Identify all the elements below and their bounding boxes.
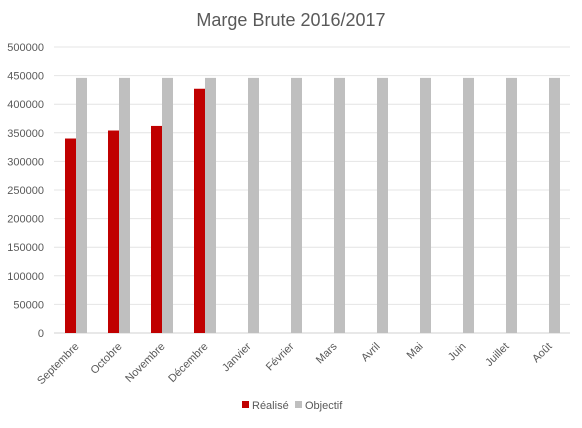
bar-objectif xyxy=(248,77,259,333)
bar-objectif xyxy=(76,77,87,333)
y-tick-label: 350000 xyxy=(7,128,44,140)
y-tick-label: 150000 xyxy=(7,242,44,254)
legend-swatch xyxy=(242,401,249,408)
y-tick-label: 200000 xyxy=(7,214,44,226)
bar-objectif xyxy=(506,77,517,333)
bar-objectif xyxy=(549,77,560,333)
bar-objectif xyxy=(205,77,216,333)
y-tick-label: 400000 xyxy=(7,99,44,111)
x-tick-label: Février xyxy=(264,340,297,373)
legend-swatch xyxy=(295,401,302,408)
x-tick-label: Mai xyxy=(405,341,426,362)
y-axis-ticks: 0 50000 100000 150000 200000 250000 300000 3500… xyxy=(7,42,44,340)
bar-realise xyxy=(194,88,205,333)
legend-label: Réalisé xyxy=(252,400,289,412)
x-tick-label: Septembre xyxy=(35,341,82,388)
x-tick-label: Mars xyxy=(314,340,340,366)
y-tick-label: 50000 xyxy=(13,299,44,311)
y-tick-label: 250000 xyxy=(7,185,44,197)
gridlines xyxy=(54,46,570,334)
chart-title: Marge Brute 2016/2017 xyxy=(196,10,385,30)
bar-objectif xyxy=(334,77,345,333)
bar-objectif xyxy=(463,77,474,333)
y-tick-label: 100000 xyxy=(7,271,44,283)
x-tick-label: Décembre xyxy=(166,341,210,385)
y-tick-label: 300000 xyxy=(7,156,44,168)
y-tick-label: 450000 xyxy=(7,71,44,83)
x-tick-label: Juillet xyxy=(483,341,511,369)
x-tick-label: Novembre xyxy=(123,341,167,385)
bar-objectif xyxy=(162,77,173,333)
bar-realise xyxy=(151,125,162,333)
x-tick-label: Octobre xyxy=(88,341,124,377)
bar-objectif xyxy=(291,77,302,333)
bar-realise xyxy=(65,138,76,333)
bar-objectif xyxy=(420,77,431,333)
legend: Réalisé Objectif xyxy=(242,400,343,412)
x-tick-label: Août xyxy=(530,341,554,365)
bar-objectif xyxy=(119,77,130,333)
x-tick-label: Juin xyxy=(446,341,469,364)
x-tick-label: Janvier xyxy=(220,340,254,374)
y-tick-label: 0 xyxy=(38,328,44,340)
legend-label: Objectif xyxy=(305,400,343,412)
bar-realise xyxy=(108,130,119,333)
y-tick-label: 500000 xyxy=(7,42,44,54)
x-tick-label: Avril xyxy=(359,341,382,364)
bars xyxy=(65,77,560,333)
bar-objectif xyxy=(377,77,388,333)
